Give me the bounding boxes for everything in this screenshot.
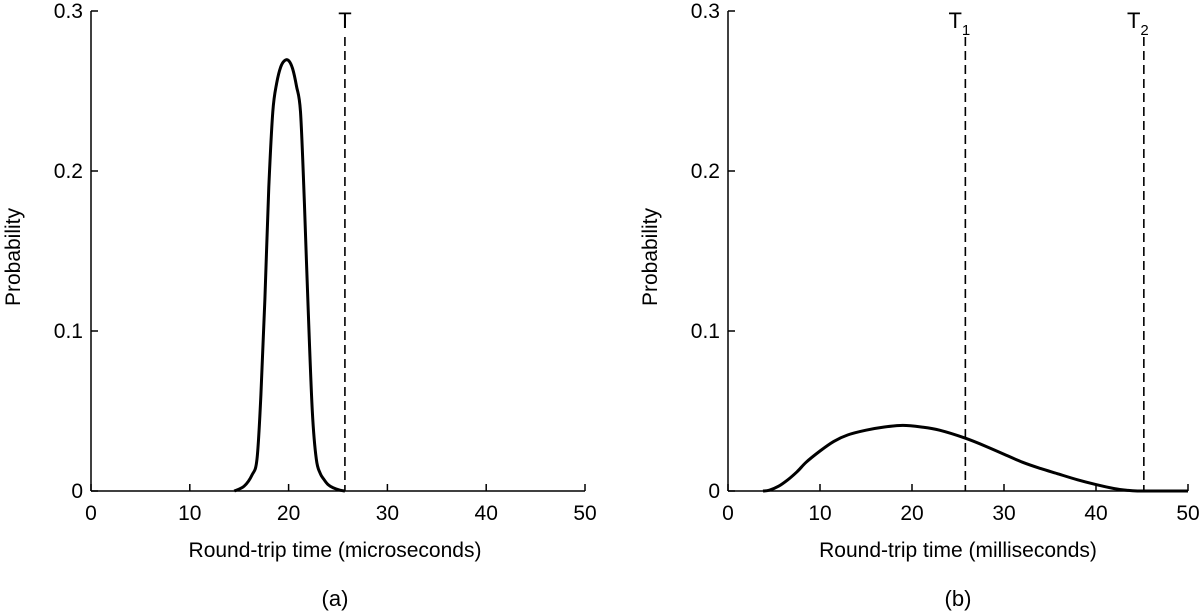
chart-panel-a: 0 0.1 0.2 0.3 0 10 20 30 40 50 T Probability Round-t… xyxy=(2,0,597,611)
y-axis-title: Probability xyxy=(2,207,25,306)
x-tick-label: 30 xyxy=(376,502,399,525)
x-tick-label: 30 xyxy=(992,502,1015,525)
x-axis-title: Round-trip time (milliseconds) xyxy=(819,539,1097,562)
x-tick-label: 0 xyxy=(722,502,734,525)
y-tick-label: 0.2 xyxy=(691,160,720,183)
x-tick-label: 50 xyxy=(573,502,596,525)
y-tick-label: 0.1 xyxy=(691,320,720,343)
threshold-label-main: T xyxy=(948,8,961,33)
x-axis-title: Round-trip time (microseconds) xyxy=(189,539,482,562)
panel-label: (a) xyxy=(322,586,349,611)
threshold-label-1: T1 xyxy=(948,8,970,39)
threshold-label-subscript: 2 xyxy=(1140,22,1148,39)
x-tick-label: 40 xyxy=(475,502,498,525)
threshold-label-subscript: 1 xyxy=(962,22,970,39)
threshold-label-1: T xyxy=(338,8,351,33)
y-tick-label: 0.1 xyxy=(54,320,83,343)
x-tick-label: 10 xyxy=(178,502,201,525)
threshold-label-main: T xyxy=(1127,8,1140,33)
x-tick-label: 50 xyxy=(1176,502,1199,525)
y-tick-label: 0.2 xyxy=(54,160,83,183)
probability-curve xyxy=(762,423,1188,493)
x-tick-label: 40 xyxy=(1084,502,1107,525)
y-tick-label: 0 xyxy=(708,480,720,503)
x-tick-label: 20 xyxy=(277,502,300,525)
y-tick-label: 0.3 xyxy=(54,0,83,23)
probability-curve xyxy=(233,58,346,493)
y-tick-label: 0 xyxy=(71,480,83,503)
threshold-label-2: T2 xyxy=(1127,8,1149,39)
panel-label: (b) xyxy=(945,586,972,611)
y-axis-title: Probability xyxy=(639,207,662,306)
threshold-label-main: T xyxy=(338,8,351,33)
y-tick-label: 0.3 xyxy=(691,0,720,23)
x-tick-label: 10 xyxy=(808,502,831,525)
x-tick-label: 20 xyxy=(900,502,923,525)
x-tick-label: 0 xyxy=(85,502,97,525)
